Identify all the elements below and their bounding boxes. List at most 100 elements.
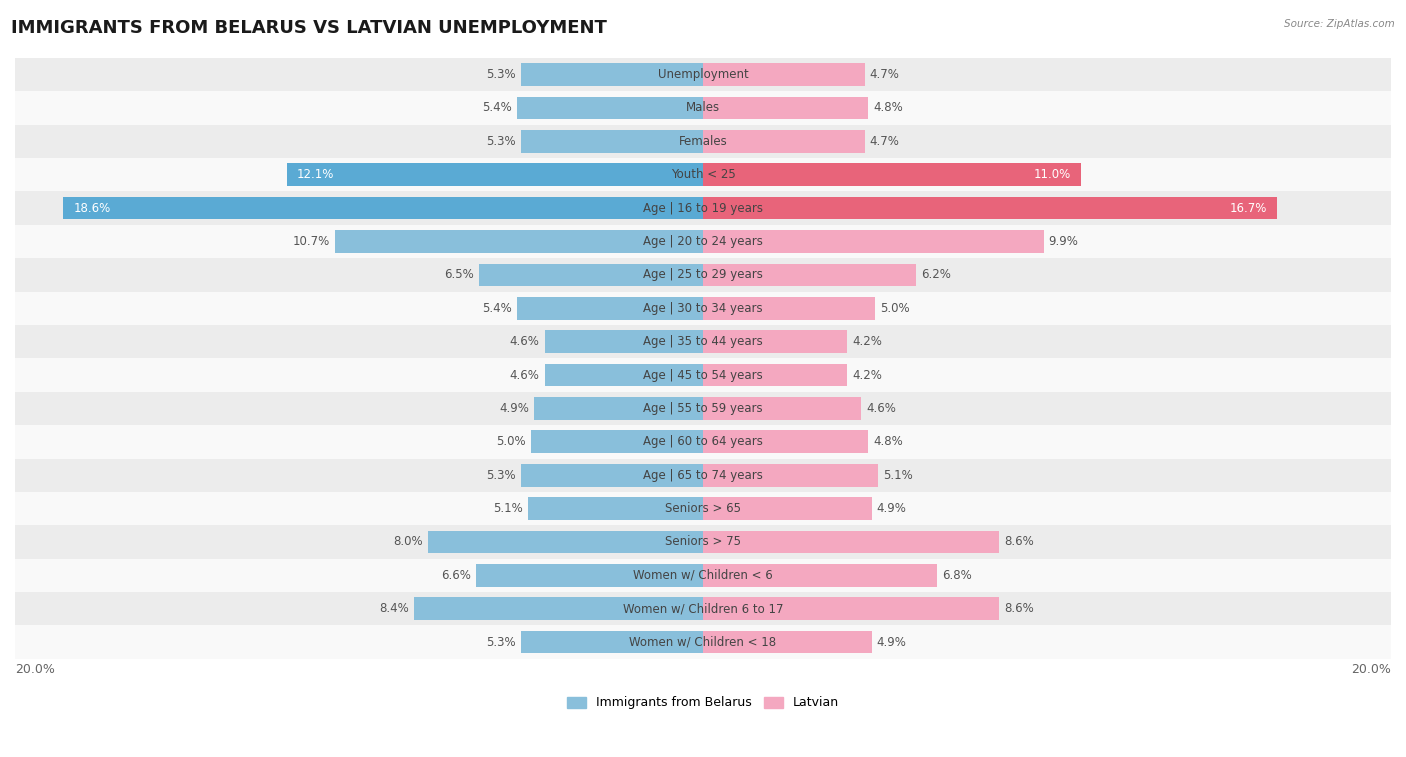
Bar xyxy=(703,497,872,520)
Text: Seniors > 75: Seniors > 75 xyxy=(665,535,741,549)
Text: 5.4%: 5.4% xyxy=(482,302,512,315)
Legend: Immigrants from Belarus, Latvian: Immigrants from Belarus, Latvian xyxy=(562,691,844,715)
Text: 4.7%: 4.7% xyxy=(870,68,900,81)
Text: 4.9%: 4.9% xyxy=(877,636,907,649)
Bar xyxy=(703,97,868,120)
Text: 4.6%: 4.6% xyxy=(510,369,540,382)
Text: Age | 45 to 54 years: Age | 45 to 54 years xyxy=(643,369,763,382)
Bar xyxy=(15,525,1391,559)
Text: 4.9%: 4.9% xyxy=(499,402,529,415)
Text: 4.8%: 4.8% xyxy=(873,101,903,114)
Text: Women w/ Children < 6: Women w/ Children < 6 xyxy=(633,569,773,582)
Bar xyxy=(517,297,703,319)
Text: IMMIGRANTS FROM BELARUS VS LATVIAN UNEMPLOYMENT: IMMIGRANTS FROM BELARUS VS LATVIAN UNEMP… xyxy=(11,19,607,37)
Text: 5.3%: 5.3% xyxy=(486,68,516,81)
Bar xyxy=(15,625,1391,659)
Bar xyxy=(15,592,1391,625)
Text: 8.6%: 8.6% xyxy=(1004,535,1033,549)
Text: Age | 20 to 24 years: Age | 20 to 24 years xyxy=(643,235,763,248)
Bar xyxy=(703,531,998,553)
Bar xyxy=(15,459,1391,492)
Text: 6.2%: 6.2% xyxy=(921,269,952,282)
Bar xyxy=(703,431,868,453)
Bar xyxy=(703,597,998,620)
Text: Age | 16 to 19 years: Age | 16 to 19 years xyxy=(643,201,763,214)
Text: 4.2%: 4.2% xyxy=(852,335,883,348)
Bar xyxy=(15,391,1391,425)
Bar xyxy=(15,92,1391,125)
Bar xyxy=(15,358,1391,391)
Text: 4.6%: 4.6% xyxy=(510,335,540,348)
Text: Age | 30 to 34 years: Age | 30 to 34 years xyxy=(643,302,763,315)
Text: 8.6%: 8.6% xyxy=(1004,603,1033,615)
Bar xyxy=(703,263,917,286)
Bar xyxy=(15,258,1391,291)
Bar xyxy=(544,363,703,386)
Text: Source: ZipAtlas.com: Source: ZipAtlas.com xyxy=(1284,19,1395,29)
Text: 4.2%: 4.2% xyxy=(852,369,883,382)
Bar xyxy=(703,330,848,353)
Text: 6.5%: 6.5% xyxy=(444,269,474,282)
Text: 8.0%: 8.0% xyxy=(394,535,423,549)
Bar xyxy=(520,631,703,653)
Bar xyxy=(15,325,1391,358)
Text: 5.1%: 5.1% xyxy=(492,502,523,515)
Text: 20.0%: 20.0% xyxy=(15,663,55,676)
Bar xyxy=(531,431,703,453)
Text: Seniors > 65: Seniors > 65 xyxy=(665,502,741,515)
Bar xyxy=(63,197,703,220)
Bar xyxy=(479,263,703,286)
Bar xyxy=(703,297,875,319)
Text: 6.8%: 6.8% xyxy=(942,569,972,582)
Text: 5.3%: 5.3% xyxy=(486,135,516,148)
Text: 11.0%: 11.0% xyxy=(1033,168,1071,181)
Bar xyxy=(15,158,1391,192)
Text: 20.0%: 20.0% xyxy=(1351,663,1391,676)
Bar xyxy=(703,564,936,587)
Text: 10.7%: 10.7% xyxy=(292,235,330,248)
Bar xyxy=(15,58,1391,92)
Bar xyxy=(703,164,1081,186)
Bar xyxy=(413,597,703,620)
Text: 12.1%: 12.1% xyxy=(297,168,335,181)
Text: Women w/ Children < 18: Women w/ Children < 18 xyxy=(630,636,776,649)
Bar xyxy=(287,164,703,186)
Text: 18.6%: 18.6% xyxy=(73,201,111,214)
Text: 16.7%: 16.7% xyxy=(1230,201,1267,214)
Text: 4.6%: 4.6% xyxy=(866,402,896,415)
Text: Women w/ Children 6 to 17: Women w/ Children 6 to 17 xyxy=(623,603,783,615)
Text: Age | 25 to 29 years: Age | 25 to 29 years xyxy=(643,269,763,282)
Bar xyxy=(15,559,1391,592)
Text: 5.0%: 5.0% xyxy=(880,302,910,315)
Text: Age | 60 to 64 years: Age | 60 to 64 years xyxy=(643,435,763,448)
Text: Age | 55 to 59 years: Age | 55 to 59 years xyxy=(643,402,763,415)
Bar xyxy=(520,63,703,86)
Bar xyxy=(703,464,879,487)
Bar xyxy=(335,230,703,253)
Text: 4.9%: 4.9% xyxy=(877,502,907,515)
Bar xyxy=(703,63,865,86)
Bar xyxy=(520,130,703,153)
Bar xyxy=(427,531,703,553)
Text: 4.7%: 4.7% xyxy=(870,135,900,148)
Text: 5.1%: 5.1% xyxy=(883,469,914,481)
Bar xyxy=(703,631,872,653)
Text: 4.8%: 4.8% xyxy=(873,435,903,448)
Bar xyxy=(703,130,865,153)
Text: 8.4%: 8.4% xyxy=(380,603,409,615)
Text: Males: Males xyxy=(686,101,720,114)
Bar xyxy=(703,197,1278,220)
Bar xyxy=(703,363,848,386)
Bar xyxy=(703,230,1043,253)
Text: Youth < 25: Youth < 25 xyxy=(671,168,735,181)
Bar xyxy=(517,97,703,120)
Text: 9.9%: 9.9% xyxy=(1049,235,1078,248)
Text: 5.3%: 5.3% xyxy=(486,636,516,649)
Text: 5.4%: 5.4% xyxy=(482,101,512,114)
Bar xyxy=(703,397,862,420)
Bar xyxy=(15,425,1391,459)
Bar xyxy=(520,464,703,487)
Bar xyxy=(15,291,1391,325)
Bar xyxy=(477,564,703,587)
Text: Unemployment: Unemployment xyxy=(658,68,748,81)
